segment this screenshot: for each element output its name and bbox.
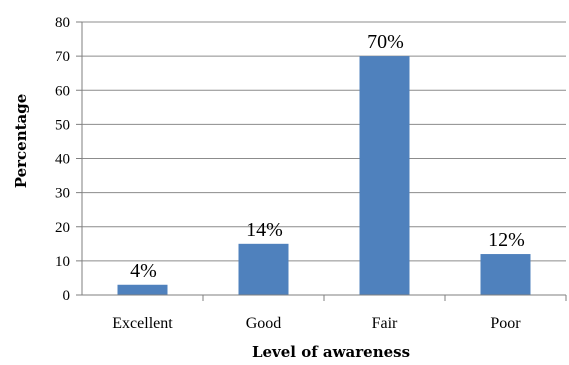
x-category-label: Fair [372,315,398,332]
data-labels: 4% 14% 70% 12% [130,31,525,282]
x-axis-title: Level of awareness [252,343,410,361]
y-axis-title: Percentage [12,94,30,189]
y-tick-label: 80 [55,15,70,31]
x-category-label: Poor [490,315,521,332]
y-tick-label: 40 [55,152,70,168]
data-label: 14% [246,219,283,241]
bar [117,284,168,295]
bar [238,243,289,295]
y-tick-label: 50 [55,117,70,133]
x-axis-categories: Excellent Good Fair Poor [112,295,567,332]
y-tick-label: 70 [55,49,70,65]
bar [359,56,410,295]
data-label: 70% [367,31,404,53]
bar [480,254,531,295]
y-tick-label: 60 [55,83,70,99]
y-tick-label: 0 [63,288,71,304]
gridlines [82,21,566,262]
y-axis-ticks: 0 10 20 30 40 50 60 70 80 [55,15,82,304]
bars [117,56,531,295]
data-label: 12% [488,229,525,251]
x-category-label: Excellent [112,315,173,332]
x-category-label: Good [246,315,282,332]
y-tick-label: 20 [55,220,70,236]
data-label: 4% [130,260,157,282]
y-tick-label: 10 [55,254,70,270]
y-tick-label: 30 [55,186,70,202]
